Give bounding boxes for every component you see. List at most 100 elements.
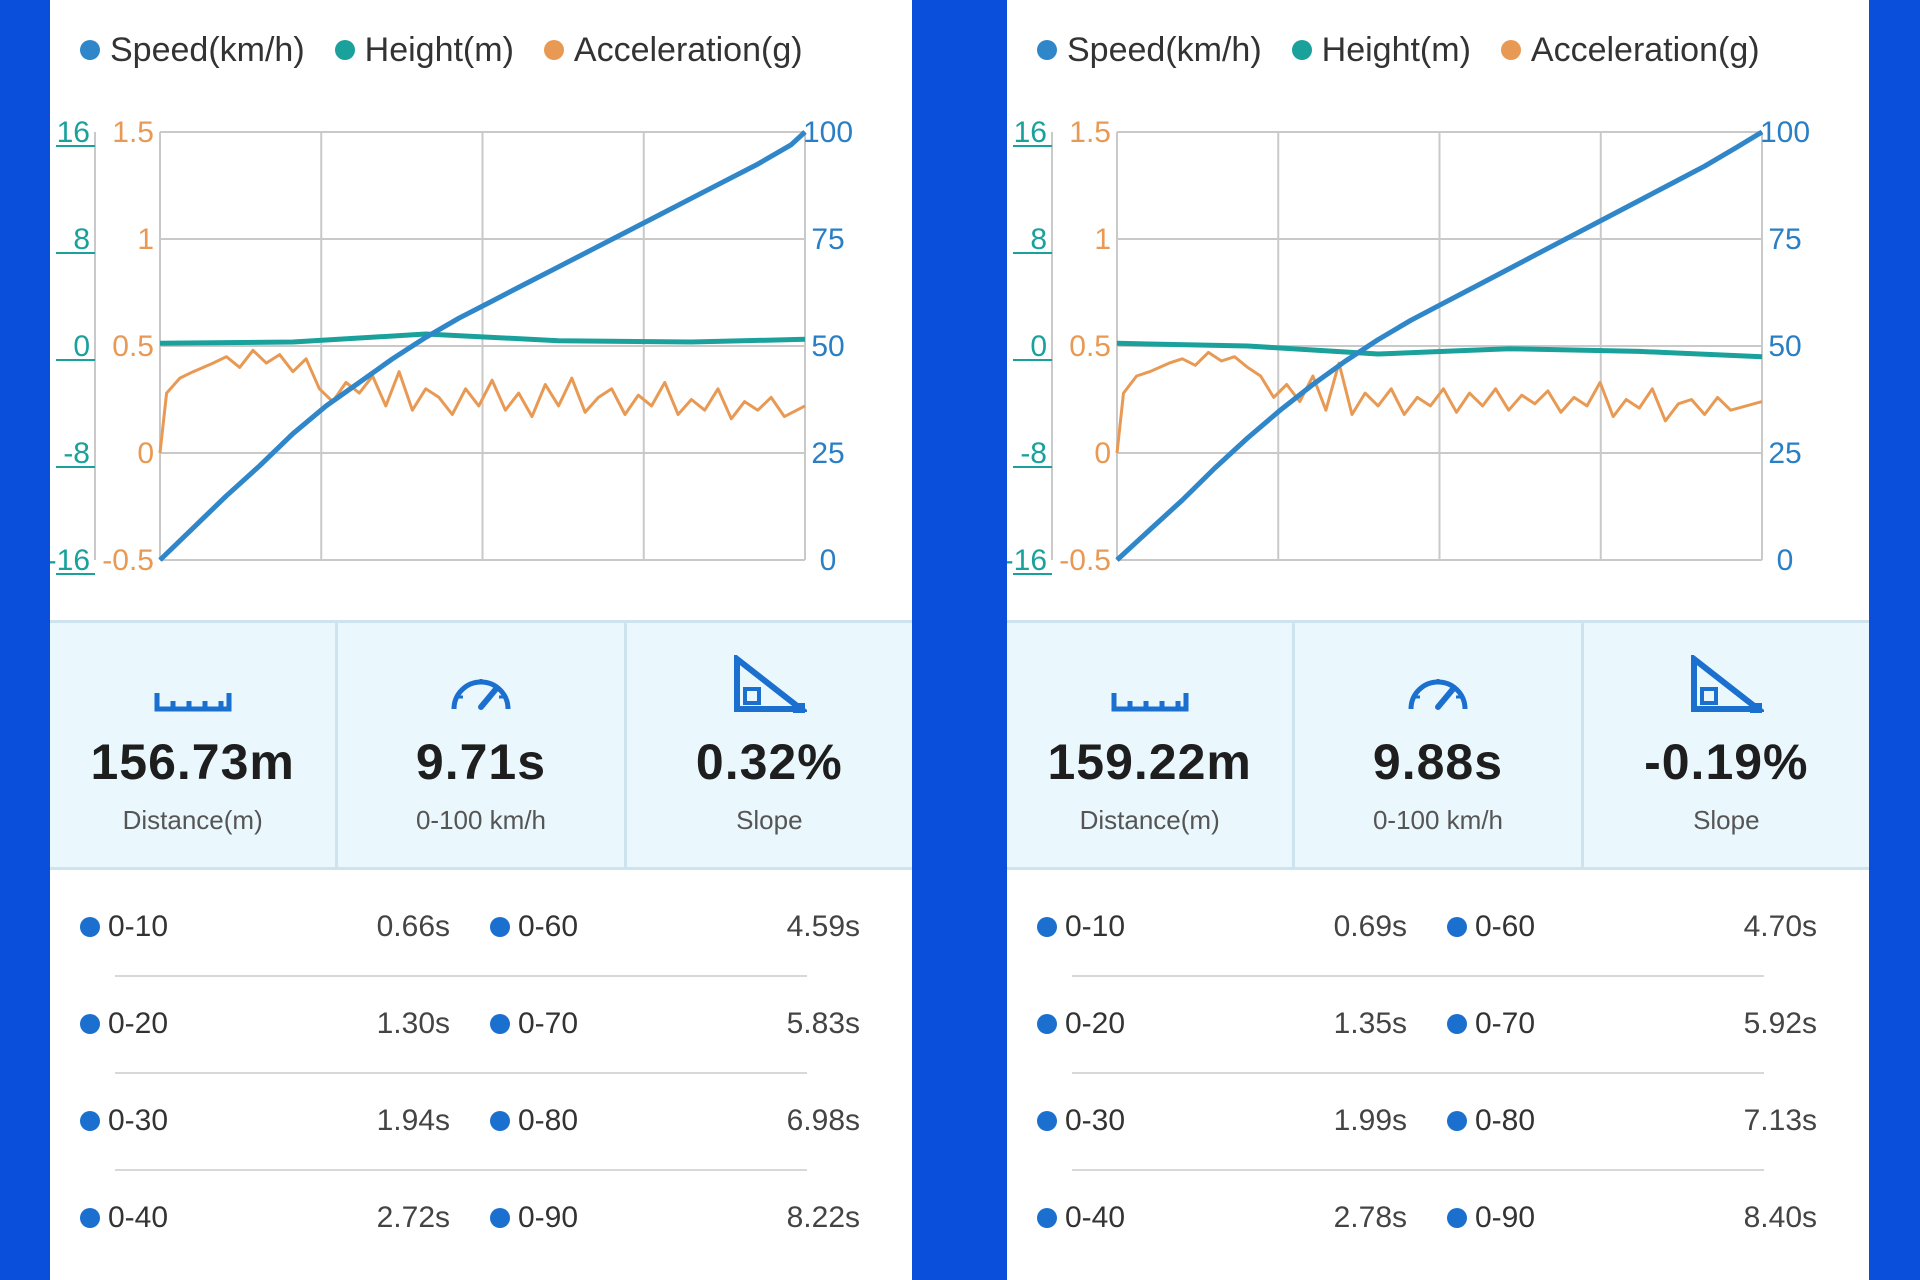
height-tick-label: 0 (1030, 330, 1047, 363)
speedometer-icon (1403, 645, 1473, 715)
ruler-icon (153, 645, 233, 715)
bullet-dot-icon (80, 1014, 100, 1034)
row-divider (115, 975, 807, 977)
speed-tick-label: 25 (811, 437, 844, 470)
legend-dot-height (1291, 40, 1312, 60)
stat-slope-value: -0.19% (1644, 734, 1809, 790)
bullet-dot-icon (1447, 1111, 1467, 1131)
speedometer-icon (446, 645, 516, 715)
speed-line (158, 130, 807, 562)
stat-time-value: 9.88s (1372, 734, 1504, 790)
split-range: 0-30 (1065, 1104, 1126, 1137)
speed-tick-label: 75 (1768, 223, 1801, 256)
split-time-right: 7.13s (1743, 1104, 1817, 1137)
height-line (159, 331, 806, 346)
bullet-dot-icon (80, 1208, 100, 1228)
height-tick-label: -16 (50, 544, 90, 577)
chart-grid (159, 131, 806, 561)
speed-tick-label: 25 (1768, 437, 1801, 470)
stat-distance: 156.73m Distance(m) (50, 623, 339, 867)
legend-height[interactable]: Height(m) (334, 30, 514, 70)
accel-tick-label: 0 (137, 437, 154, 470)
run-panel-1: Speed(km/h) Height(m) Acceleration(g) 16… (50, 0, 912, 1280)
legend-acceleration-label: Acceleration(g) (1530, 30, 1760, 69)
accel-tick-label: 0.5 (1069, 330, 1111, 363)
bullet-dot-icon (1447, 917, 1467, 937)
split-time-right: 8.22s (786, 1201, 860, 1234)
height-tick-label: -8 (1020, 437, 1047, 470)
split-range: 0-60 (1475, 910, 1536, 943)
legend-dot-speed (80, 40, 100, 60)
stat-slope-value: 0.32% (695, 734, 843, 790)
legend-acceleration-label: Acceleration(g) (573, 30, 803, 69)
chart-axes: 16 8 0 -8 -16 1.5 1 0.5 0 -0.5 100 75 50 25 0 (1007, 116, 1810, 577)
split-label-left: 0-30 (80, 1104, 168, 1138)
split-label-right: 0-90 (1447, 1201, 1535, 1235)
split-label-left: 0-40 (1037, 1201, 1125, 1235)
split-label-left: 0-40 (80, 1201, 168, 1235)
legend-speed-label: Speed(km/h) (110, 30, 305, 69)
ruler-icon (1110, 645, 1190, 715)
chart-legend: Speed(km/h) Height(m) Acceleration(g) (1037, 28, 1790, 72)
accel-tick-label: 0.5 (112, 330, 154, 363)
legend-dot-height (334, 40, 355, 60)
split-range: 0-80 (1475, 1104, 1536, 1137)
split-time-right: 6.98s (786, 1104, 860, 1137)
speed-tick-label: 50 (811, 330, 844, 363)
legend-speed[interactable]: Speed(km/h) (80, 31, 305, 70)
chart-svg: 16 8 0 -8 -16 1.5 1 0.5 0 -0.5 100 75 50 25 0 (1007, 116, 1810, 577)
split-time-right: 5.92s (1743, 1007, 1817, 1040)
legend-height-label: Height(m) (364, 30, 514, 69)
height-tick-label: 8 (1030, 223, 1047, 256)
split-range: 0-90 (1475, 1201, 1536, 1234)
slope-icon (731, 645, 808, 715)
legend-speed[interactable]: Speed(km/h) (1037, 31, 1262, 70)
split-times: 0-10 0.66s 0-60 4.59s 0-20 1.30s 0-70 5.… (50, 880, 912, 1268)
speed-tick-label: 100 (1760, 116, 1810, 149)
legend-height[interactable]: Height(m) (1291, 31, 1471, 70)
chart-series (158, 130, 807, 562)
bullet-dot-icon (1037, 1208, 1057, 1228)
bullet-dot-icon (490, 1014, 510, 1034)
split-row: 0-20 1.30s 0-70 5.83s (50, 977, 912, 1074)
height-tick-label: 0 (73, 330, 90, 363)
split-label-right: 0-90 (490, 1201, 578, 1235)
split-time-right: 5.83s (786, 1007, 860, 1040)
speed-tick-label: 100 (803, 116, 853, 149)
split-time-right: 4.70s (1743, 910, 1817, 943)
accel-tick-label: 1.5 (112, 116, 154, 149)
bullet-dot-icon (1447, 1208, 1467, 1228)
split-range: 0-40 (1065, 1201, 1126, 1234)
speed-tick-label: 75 (811, 223, 844, 256)
accel-tick-label: 0 (1094, 437, 1111, 470)
legend-acceleration[interactable]: Acceleration(g) (1500, 30, 1760, 70)
split-label-right: 0-60 (490, 910, 578, 944)
bullet-dot-icon (80, 1111, 100, 1131)
split-time-left: 1.35s (1333, 1007, 1407, 1040)
row-divider (1072, 1072, 1764, 1074)
split-time-left: 0.66s (376, 910, 450, 943)
height-tick-label: 16 (57, 116, 90, 149)
split-label-left: 0-30 (1037, 1104, 1125, 1138)
split-range: 0-70 (1475, 1007, 1536, 1040)
stat-slope: -0.19% Slope (1584, 623, 1869, 867)
split-range: 0-20 (108, 1007, 169, 1040)
chart-axes: 16 8 0 -8 -16 1.5 1 0.5 0 -0.5 100 75 50 25 0 (50, 116, 853, 577)
height-tick-label: -16 (1007, 544, 1047, 577)
split-time-right: 4.59s (786, 910, 860, 943)
split-row: 0-40 2.72s 0-90 8.22s (50, 1171, 912, 1268)
split-times: 0-10 0.69s 0-60 4.70s 0-20 1.35s 0-70 5.… (1007, 880, 1869, 1268)
split-range: 0-30 (108, 1104, 169, 1137)
legend-acceleration[interactable]: Acceleration(g) (543, 30, 803, 70)
performance-chart: 16 8 0 -8 -16 1.5 1 0.5 0 -0.5 100 75 50 25 0 (1007, 90, 1869, 590)
split-time-left: 1.30s (376, 1007, 450, 1040)
height-tick-label: -8 (63, 437, 90, 470)
split-row: 0-30 1.94s 0-80 6.98s (50, 1074, 912, 1171)
split-row: 0-10 0.69s 0-60 4.70s (1007, 880, 1869, 977)
split-label-left: 0-20 (1037, 1007, 1125, 1041)
row-divider (115, 1169, 807, 1171)
row-divider (1072, 975, 1764, 977)
stat-time-label: 0-100 km/h (1372, 805, 1504, 835)
bullet-dot-icon (1037, 1111, 1057, 1131)
bullet-dot-icon (490, 917, 510, 937)
